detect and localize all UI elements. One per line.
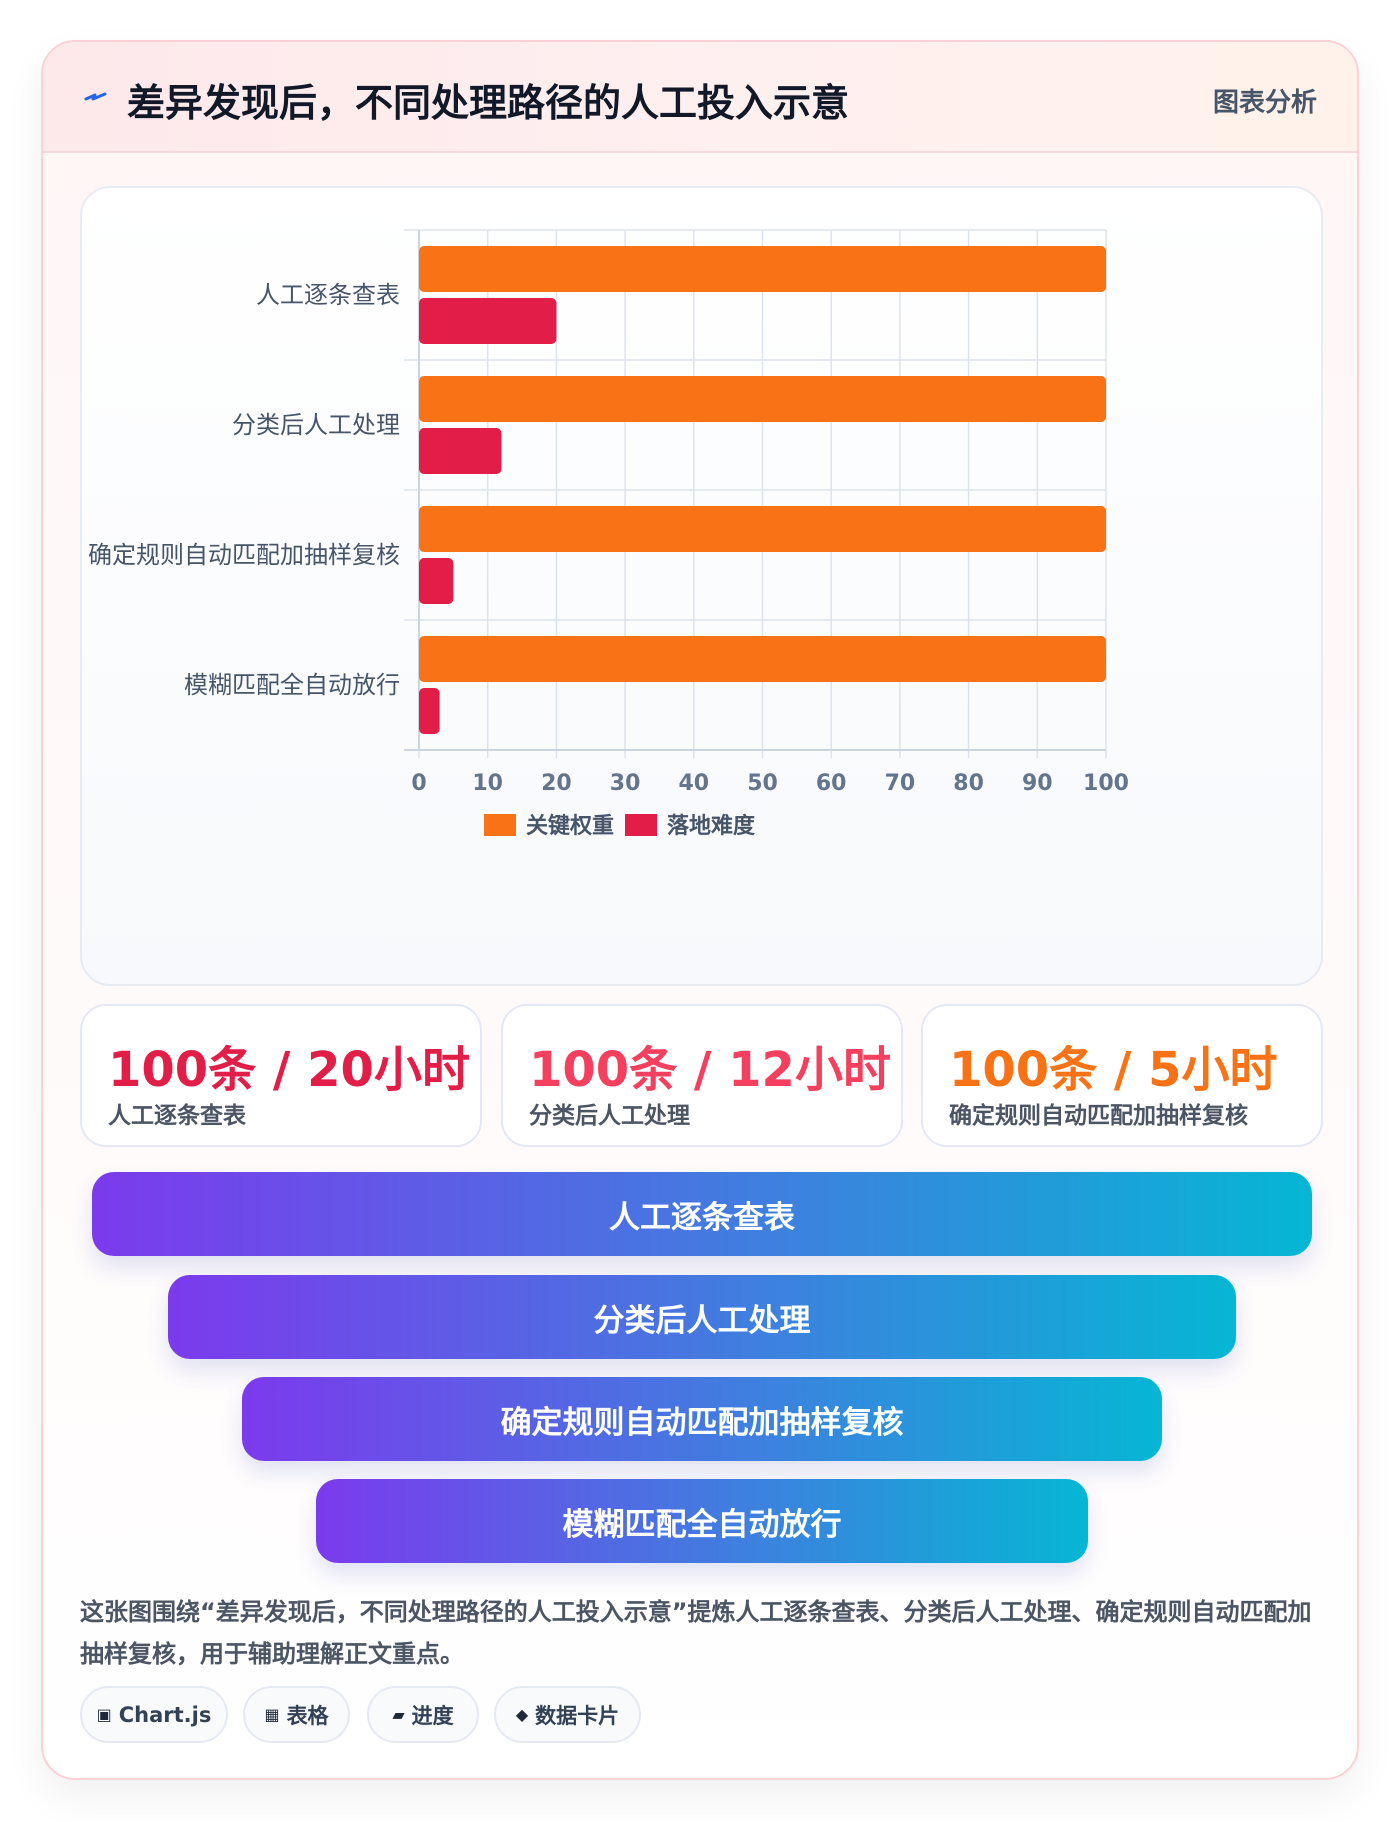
stat-card-2: 100条 / 12小时 分类后人工处理 [501, 1004, 903, 1147]
stat-label: 确定规则自动匹配加抽样复核 [949, 1103, 1248, 1129]
bar-difficulty [419, 688, 440, 734]
stat-card-1: 100条 / 20小时 人工逐条查表 [80, 1004, 482, 1147]
stat-label: 人工逐条查表 [108, 1103, 246, 1129]
stat-value: 100条 / 5小时 [949, 1042, 1278, 1098]
chart-description: 这张图围绕“差异发现后，不同处理路径的人工投入示意”提炼人工逐条查表、分类后人工… [80, 1598, 1312, 1668]
x-tick-label: 100 [1083, 771, 1129, 796]
tag-data-card[interactable]: ◆ 数据卡片 [494, 1686, 641, 1743]
stat-label: 分类后人工处理 [529, 1103, 690, 1129]
tag-label: 进度 [411, 1703, 454, 1728]
x-tick-label: 80 [953, 771, 984, 796]
x-tick-label: 50 [747, 771, 778, 796]
tag-label: Chart.js [118, 1702, 212, 1727]
x-tick-label: 30 [610, 771, 641, 796]
lightning-icon [84, 92, 107, 101]
chip-icon: ▣ [96, 1705, 112, 1724]
x-tick-label: 40 [678, 771, 709, 796]
x-tick-label: 10 [472, 771, 503, 796]
x-tick-label: 60 [816, 771, 847, 796]
funnel-label: 人工逐条查表 [609, 1199, 795, 1236]
bar-weight [419, 636, 1106, 682]
legend-swatch [625, 814, 657, 836]
diamond-icon: ◆ [515, 1705, 529, 1724]
legend-label: 落地难度 [667, 813, 756, 839]
x-tick-label: 0 [411, 771, 426, 796]
tag-chartjs[interactable]: ▣ Chart.js [80, 1686, 228, 1743]
legend-swatch [484, 814, 516, 836]
funnel-label: 分类后人工处理 [593, 1302, 811, 1339]
stat-value: 100条 / 12小时 [529, 1042, 891, 1098]
bar-chart: 0 10 20 30 40 50 60 70 80 90 100 人工逐条查表分类后人工处理确定规则自… [88, 229, 1129, 839]
bar-difficulty [419, 298, 557, 344]
funnel-label: 确定规则自动匹配加抽样复核 [500, 1404, 904, 1441]
progress-icon: ▰ [392, 1705, 405, 1724]
bar-weight [419, 376, 1106, 422]
tag-progress[interactable]: ▰ 进度 [367, 1686, 479, 1743]
bar-weight [419, 246, 1106, 292]
funnel-step-1: 人工逐条查表 [92, 1172, 1312, 1256]
bar-difficulty [419, 428, 502, 474]
y-category-label: 分类后人工处理 [232, 411, 400, 439]
y-category-label: 确定规则自动匹配加抽样复核 [88, 541, 400, 569]
y-category-label: 模糊匹配全自动放行 [184, 671, 400, 699]
funnel-step-4: 模糊匹配全自动放行 [316, 1479, 1088, 1563]
chart-card: 差异发现后，不同处理路径的人工投入示意 图表分析 0 10 20 30 40 50 60 70… [41, 40, 1359, 1780]
funnel-step-3: 确定规则自动匹配加抽样复核 [242, 1377, 1162, 1461]
funnel-label: 模糊匹配全自动放行 [562, 1506, 842, 1543]
bar-difficulty [419, 558, 454, 604]
chart-panel: 0 10 20 30 40 50 60 70 80 90 100 人工逐条查表分类后人工处理确定规则自… [80, 186, 1323, 986]
tag-table[interactable]: ▦ 表格 [243, 1686, 350, 1743]
legend-label: 关键权重 [526, 813, 614, 839]
tag-label: 数据卡片 [535, 1703, 620, 1728]
x-tick-label: 70 [885, 771, 916, 796]
chart-analysis-tag: 图表分析 [1212, 88, 1317, 118]
funnel-step-2: 分类后人工处理 [168, 1275, 1236, 1359]
bar-weight [419, 506, 1106, 552]
x-tick-label: 20 [541, 771, 572, 796]
table-icon: ▦ [264, 1705, 280, 1724]
stat-value: 100条 / 20小时 [108, 1042, 470, 1098]
y-category-label: 人工逐条查表 [256, 281, 400, 309]
page-title: 差异发现后，不同处理路径的人工投入示意 [127, 81, 850, 125]
stat-card-3: 100条 / 5小时 确定规则自动匹配加抽样复核 [921, 1004, 1323, 1147]
tag-label: 表格 [286, 1703, 329, 1728]
x-tick-label: 90 [1022, 771, 1053, 796]
card-header: 差异发现后，不同处理路径的人工投入示意 图表分析 [43, 42, 1357, 153]
